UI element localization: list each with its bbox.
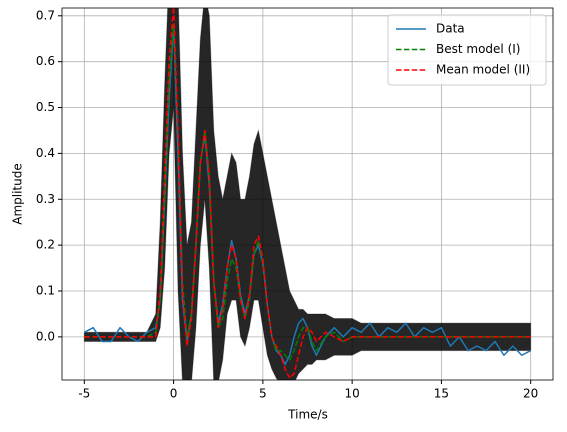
- y-tick-label: 0.6: [36, 54, 55, 68]
- y-tick-label: 0.2: [36, 238, 55, 252]
- y-tick-label: 0.5: [36, 100, 55, 114]
- plot-area: [83, 8, 532, 380]
- y-axis-label: Amplitude: [11, 163, 25, 225]
- x-axis-label: Time/s: [287, 408, 328, 422]
- y-tick-label: 0.4: [36, 146, 55, 160]
- y-tick-label: 0.1: [36, 284, 55, 298]
- legend-box: [387, 14, 547, 86]
- y-tick-label: 0.0: [36, 329, 55, 343]
- x-tick-label: 20: [523, 387, 538, 401]
- legend-label: Mean model (II): [436, 63, 530, 77]
- y-tick-label: 0.3: [36, 192, 55, 206]
- ticks: -5 0 5 10 15 20 0.0 0.1 0.2 0.3 0.4 0.5 0.6 0.7: [36, 8, 538, 400]
- legend-label: Data: [436, 22, 465, 36]
- x-tick-label: 5: [259, 387, 267, 401]
- x-tick-label: 0: [170, 387, 178, 401]
- x-tick-label: -5: [78, 387, 90, 401]
- legend: Data Best model (I) Mean model (II): [387, 14, 547, 86]
- series-line: [84, 8, 531, 379]
- x-tick-label: 15: [434, 387, 449, 401]
- axes-frame: [61, 7, 554, 381]
- y-tick-label: 0.7: [36, 8, 55, 22]
- x-tick-label: 10: [344, 387, 359, 401]
- legend-label: Best model (I): [436, 42, 520, 56]
